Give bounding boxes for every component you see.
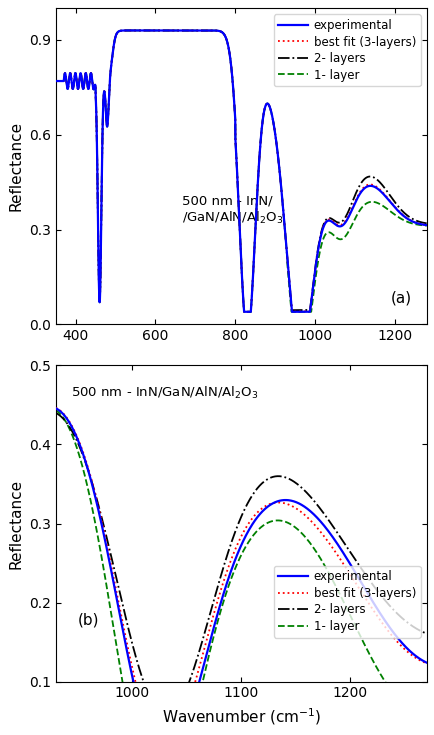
experimental xyxy=(203,652,208,661)
Legend: experimental, best fit (3-layers), 2- layers, 1- layer: experimental, best fit (3-layers), 2- la… xyxy=(273,14,420,86)
experimental xyxy=(412,218,417,227)
best fit (3-layers) xyxy=(217,590,222,599)
Line: 2- layers: 2- layers xyxy=(56,413,426,715)
2- layers xyxy=(53,409,58,417)
best fit (3-layers) xyxy=(91,483,96,492)
1- layer xyxy=(241,307,246,316)
2- layers xyxy=(209,26,214,35)
1- layer xyxy=(342,601,347,610)
experimental xyxy=(53,76,58,85)
best fit (3-layers) xyxy=(211,26,217,35)
best fit (3-layers) xyxy=(349,573,354,581)
best fit (3-layers) xyxy=(53,404,58,412)
1- layer xyxy=(229,71,234,79)
1- layer xyxy=(394,212,399,220)
best fit (3-layers) xyxy=(203,637,208,646)
Y-axis label: Reflectance: Reflectance xyxy=(8,478,23,569)
2- layers xyxy=(211,26,217,35)
experimental xyxy=(168,26,173,35)
1- layer xyxy=(91,511,96,520)
best fit (3-layers) xyxy=(322,218,327,226)
1- layer xyxy=(217,611,222,620)
experimental xyxy=(229,71,234,79)
2- layers xyxy=(412,216,417,225)
Line: 1- layer: 1- layer xyxy=(56,410,426,735)
Text: 500 nm - InN/
/GaN/AlN/Al$_2$O$_3$: 500 nm - InN/ /GaN/AlN/Al$_2$O$_3$ xyxy=(181,195,283,226)
2- layers xyxy=(394,201,399,209)
2- layers xyxy=(53,76,58,85)
Text: (b): (b) xyxy=(78,612,99,627)
Line: experimental: experimental xyxy=(56,30,426,312)
1- layer xyxy=(423,715,428,724)
experimental xyxy=(209,26,214,35)
experimental xyxy=(342,552,347,561)
experimental xyxy=(423,220,428,229)
Line: experimental: experimental xyxy=(56,408,426,735)
best fit (3-layers) xyxy=(241,307,246,316)
2- layers xyxy=(217,576,222,585)
2- layers xyxy=(163,711,168,720)
2- layers xyxy=(168,26,173,35)
best fit (3-layers) xyxy=(394,205,399,214)
Text: (a): (a) xyxy=(390,290,411,306)
1- layer xyxy=(53,406,58,415)
experimental xyxy=(349,563,354,572)
2- layers xyxy=(349,551,354,559)
Line: 1- layer: 1- layer xyxy=(56,30,426,312)
experimental xyxy=(394,205,399,214)
1- layer xyxy=(203,662,208,671)
experimental xyxy=(217,603,222,612)
Y-axis label: Reflectance: Reflectance xyxy=(8,121,23,212)
experimental xyxy=(241,307,246,316)
2- layers xyxy=(423,219,428,228)
1- layer xyxy=(412,220,417,229)
Line: best fit (3-layers): best fit (3-layers) xyxy=(56,30,426,312)
1- layer xyxy=(349,614,354,623)
X-axis label: Wavenumber (cm$^{-1}$): Wavenumber (cm$^{-1}$) xyxy=(161,706,320,727)
best fit (3-layers) xyxy=(53,76,58,85)
1- layer xyxy=(308,539,313,548)
2- layers xyxy=(91,484,96,492)
2- layers xyxy=(229,71,234,79)
best fit (3-layers) xyxy=(342,562,347,571)
Line: 2- layers: 2- layers xyxy=(56,30,426,312)
2- layers xyxy=(423,629,428,638)
2- layers xyxy=(342,540,347,549)
best fit (3-layers) xyxy=(423,659,428,667)
experimental xyxy=(53,404,58,412)
best fit (3-layers) xyxy=(412,218,417,227)
Text: 500 nm - InN/GaN/AlN/Al$_2$O$_3$: 500 nm - InN/GaN/AlN/Al$_2$O$_3$ xyxy=(70,384,257,401)
2- layers xyxy=(241,307,246,316)
experimental xyxy=(322,219,327,228)
1- layer xyxy=(211,26,217,35)
best fit (3-layers) xyxy=(423,220,428,229)
experimental xyxy=(423,659,428,667)
1- layer xyxy=(209,26,214,35)
best fit (3-layers) xyxy=(209,26,214,35)
best fit (3-layers) xyxy=(168,26,173,35)
best fit (3-layers) xyxy=(308,517,313,526)
1- layer xyxy=(322,230,327,239)
2- layers xyxy=(322,216,327,225)
Legend: experimental, best fit (3-layers), 2- layers, 1- layer: experimental, best fit (3-layers), 2- la… xyxy=(273,566,420,638)
experimental xyxy=(308,507,313,516)
1- layer xyxy=(423,221,428,230)
best fit (3-layers) xyxy=(229,71,234,79)
2- layers xyxy=(203,623,208,632)
1- layer xyxy=(168,26,173,35)
2- layers xyxy=(308,492,313,501)
Line: best fit (3-layers): best fit (3-layers) xyxy=(56,408,426,735)
1- layer xyxy=(53,76,58,85)
experimental xyxy=(91,486,96,495)
experimental xyxy=(211,26,217,35)
